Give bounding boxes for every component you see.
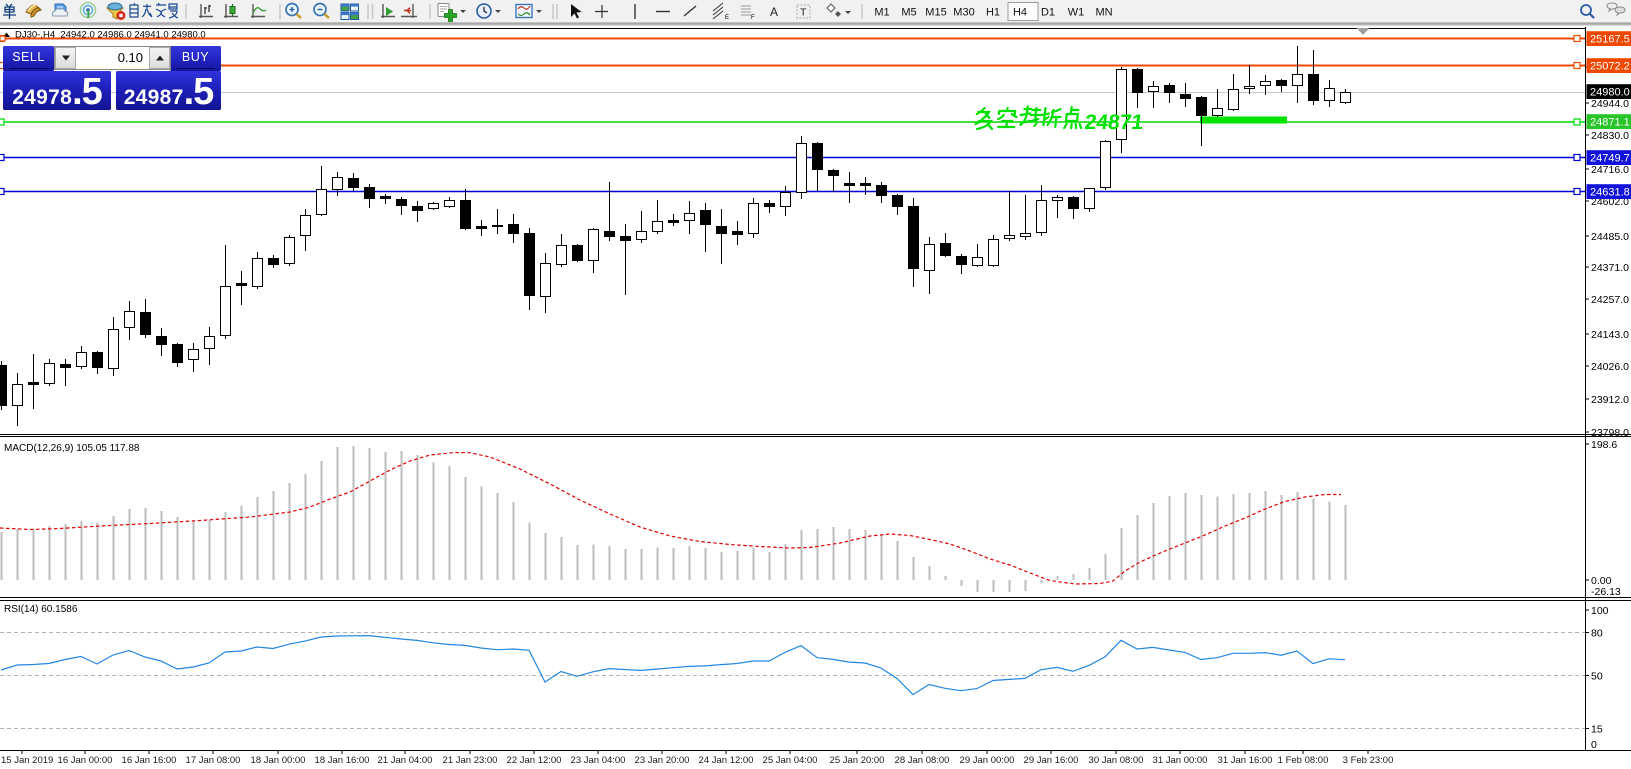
svg-text:24944.0: 24944.0 xyxy=(1591,98,1629,110)
svg-text:24257.0: 24257.0 xyxy=(1591,294,1629,306)
svg-text:15 Jan 2019: 15 Jan 2019 xyxy=(1,755,53,766)
svg-text:T: T xyxy=(800,7,807,19)
svg-text:MN: MN xyxy=(1095,7,1112,19)
svg-text:M1: M1 xyxy=(874,7,889,19)
svg-text:24871.1: 24871.1 xyxy=(1590,117,1630,129)
svg-text:3 Feb 23:00: 3 Feb 23:00 xyxy=(1343,755,1394,766)
svg-text:24830.0: 24830.0 xyxy=(1591,130,1629,142)
svg-text:24871: 24871 xyxy=(1083,111,1144,134)
svg-text:24631.8: 24631.8 xyxy=(1590,187,1630,199)
svg-text:0.00: 0.00 xyxy=(1591,575,1612,587)
svg-text:24143.0: 24143.0 xyxy=(1591,329,1629,341)
svg-text:16 Jan 00:00: 16 Jan 00:00 xyxy=(58,755,113,766)
svg-text:F: F xyxy=(751,15,755,21)
svg-text:H4: H4 xyxy=(1013,7,1027,19)
svg-text:M30: M30 xyxy=(953,7,974,19)
svg-text:17 Jan 08:00: 17 Jan 08:00 xyxy=(186,755,241,766)
svg-text:30 Jan 08:00: 30 Jan 08:00 xyxy=(1089,755,1144,766)
svg-text:M5: M5 xyxy=(901,7,916,19)
svg-text:W1: W1 xyxy=(1068,7,1085,19)
svg-text:29 Jan 00:00: 29 Jan 00:00 xyxy=(960,755,1015,766)
svg-text:D1: D1 xyxy=(1041,7,1055,19)
svg-text:23912.0: 23912.0 xyxy=(1591,394,1629,406)
svg-text:M15: M15 xyxy=(925,7,946,19)
svg-text:31 Jan 16:00: 31 Jan 16:00 xyxy=(1218,755,1273,766)
svg-text:28 Jan 08:00: 28 Jan 08:00 xyxy=(895,755,950,766)
svg-text:23 Jan 04:00: 23 Jan 04:00 xyxy=(571,755,626,766)
svg-text:31 Jan 00:00: 31 Jan 00:00 xyxy=(1153,755,1208,766)
svg-text:25167.5: 25167.5 xyxy=(1590,34,1630,46)
svg-text:24 Jan 12:00: 24 Jan 12:00 xyxy=(699,755,754,766)
svg-text:50: 50 xyxy=(1591,671,1603,683)
svg-text:29 Jan 16:00: 29 Jan 16:00 xyxy=(1024,755,1079,766)
svg-text:1 Feb 08:00: 1 Feb 08:00 xyxy=(1278,755,1329,766)
svg-text:24371.0: 24371.0 xyxy=(1591,262,1629,274)
svg-text:25 Jan 20:00: 25 Jan 20:00 xyxy=(830,755,885,766)
svg-text:24716.0: 24716.0 xyxy=(1591,164,1629,176)
svg-text:15: 15 xyxy=(1591,724,1603,736)
svg-text:23 Jan 20:00: 23 Jan 20:00 xyxy=(635,755,690,766)
svg-text:25 Jan 04:00: 25 Jan 04:00 xyxy=(763,755,818,766)
svg-text:H1: H1 xyxy=(986,7,1000,19)
svg-text:24026.0: 24026.0 xyxy=(1591,361,1629,373)
svg-text:E: E xyxy=(725,15,729,21)
svg-text:25072.2: 25072.2 xyxy=(1590,61,1630,73)
svg-text:21 Jan 23:00: 21 Jan 23:00 xyxy=(443,755,498,766)
svg-text:MACD(12,26,9) 105.05 117.88: MACD(12,26,9) 105.05 117.88 xyxy=(4,443,140,454)
svg-text:24749.7: 24749.7 xyxy=(1590,153,1630,165)
svg-text:23798.0: 23798.0 xyxy=(1591,427,1629,439)
svg-text:21 Jan 04:00: 21 Jan 04:00 xyxy=(378,755,433,766)
svg-text:16 Jan 16:00: 16 Jan 16:00 xyxy=(122,755,177,766)
svg-text:22 Jan 12:00: 22 Jan 12:00 xyxy=(507,755,562,766)
svg-text:198.6: 198.6 xyxy=(1591,439,1617,451)
svg-text:0: 0 xyxy=(1591,739,1597,751)
svg-text:100: 100 xyxy=(1591,605,1609,617)
svg-text:-26.13: -26.13 xyxy=(1591,586,1621,598)
svg-text:18 Jan 00:00: 18 Jan 00:00 xyxy=(251,755,306,766)
svg-text:DJ30-,H4 24942.0 24986.0 2494: DJ30-,H4 24942.0 24986.0 24941.0 24980.0 xyxy=(15,30,206,41)
svg-text:RSI(14) 60.1586: RSI(14) 60.1586 xyxy=(4,604,78,615)
svg-text:A: A xyxy=(770,5,778,19)
svg-text:24485.0: 24485.0 xyxy=(1591,231,1629,243)
svg-text:24980.0: 24980.0 xyxy=(1590,87,1630,99)
svg-text:80: 80 xyxy=(1591,628,1603,640)
svg-text:18 Jan 16:00: 18 Jan 16:00 xyxy=(315,755,370,766)
